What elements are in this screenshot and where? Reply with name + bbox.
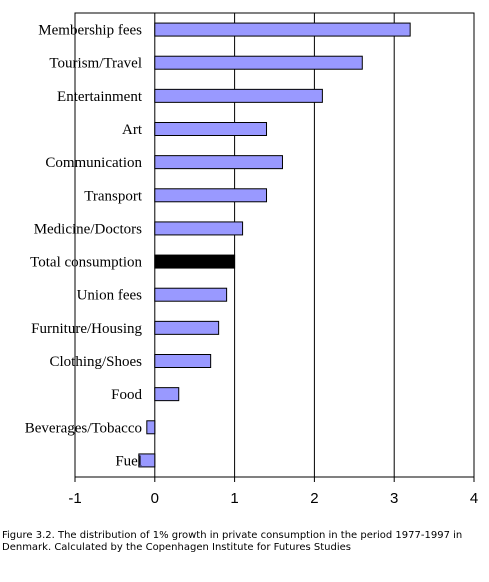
category-label: Total consumption [30, 255, 142, 271]
category-label: Art [122, 122, 143, 138]
bar [138, 453, 156, 468]
x-tick-label: -1 [68, 490, 81, 507]
bars [138, 22, 411, 468]
category-label: Tourism/Travel [49, 56, 142, 72]
bar [154, 287, 228, 302]
bar [154, 320, 220, 335]
bar [154, 55, 363, 70]
category-label: Union fees [77, 288, 143, 304]
category-label: Transport [84, 188, 143, 204]
category-label: Beverages/Tobacco [25, 420, 142, 436]
bar [154, 88, 323, 103]
x-axis-ticks: -1 0 1 2 3 4 [68, 477, 478, 507]
category-label: Entertainment [57, 89, 143, 105]
bar [154, 122, 268, 136]
gridlines [154, 13, 395, 477]
bar-chart: Membership fees Tourism/Travel Entertainme… [25, 12, 478, 507]
x-tick-label: 3 [390, 490, 398, 507]
bar [154, 254, 236, 269]
bar [154, 22, 411, 37]
bar [154, 188, 268, 203]
category-label: Furniture/Housing [31, 321, 142, 337]
x-tick-label: 0 [151, 490, 159, 507]
bar [154, 221, 244, 236]
category-label: Communication [45, 155, 142, 171]
figure-caption: Figure 3.2. The distribution of 1% growt… [2, 530, 463, 553]
category-label: Medicine/Doctors [34, 221, 142, 237]
plot-area-frame [74, 12, 475, 478]
category-label: Food [111, 387, 142, 403]
category-label: Fuel [115, 453, 142, 469]
bar [154, 387, 180, 402]
bar [154, 155, 283, 170]
category-label: Membership fees [38, 23, 142, 39]
x-tick-label: 2 [310, 490, 318, 507]
bar [146, 420, 156, 435]
bar [154, 354, 212, 368]
category-labels: Membership fees Tourism/Travel Entertainme… [25, 23, 143, 470]
x-tick-label: 4 [470, 490, 478, 507]
x-tick-label: 1 [230, 490, 238, 507]
category-label: Clothing/Shoes [49, 354, 142, 370]
